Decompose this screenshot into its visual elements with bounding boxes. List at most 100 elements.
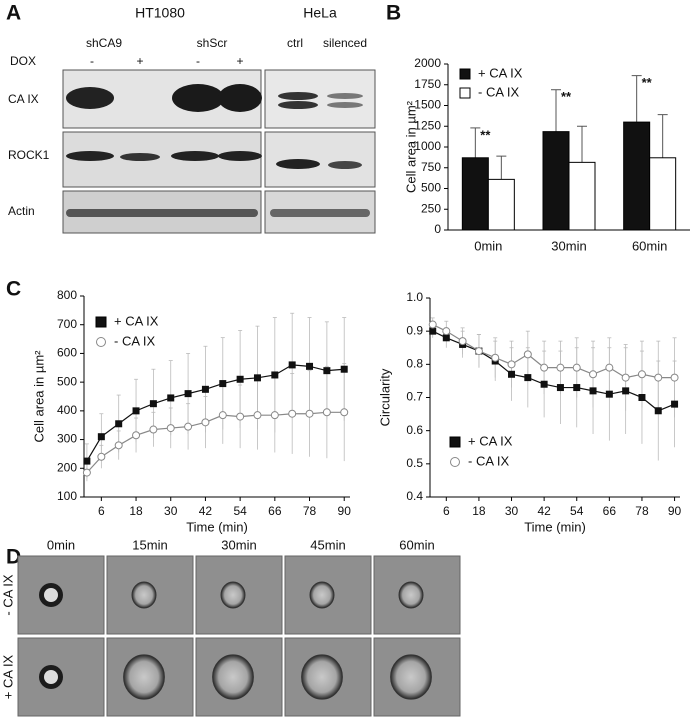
marker — [605, 363, 614, 372]
lane-label: ctrl — [287, 36, 303, 50]
panel-label: D — [6, 546, 21, 569]
marker — [589, 387, 597, 395]
marker — [149, 425, 158, 434]
series-line — [432, 330, 675, 412]
marker — [132, 431, 141, 440]
marker — [573, 384, 581, 392]
marker — [132, 407, 140, 415]
legend-marker — [449, 436, 461, 448]
marker — [218, 411, 227, 420]
bar — [623, 121, 651, 231]
lane-label: shCA9 — [86, 36, 122, 50]
marker — [605, 390, 613, 398]
y-tick-label: 400 — [57, 403, 77, 417]
marker — [621, 373, 630, 382]
row-label: + CA IX — [0, 654, 15, 699]
column-label: 60min — [399, 537, 434, 552]
marker — [201, 385, 209, 393]
bar — [461, 157, 489, 231]
marker — [322, 408, 331, 417]
marker — [114, 441, 123, 450]
marker — [166, 424, 175, 433]
x-tick-label: 90 — [338, 504, 352, 518]
marker — [236, 375, 244, 383]
marker — [589, 370, 598, 379]
marker — [219, 380, 227, 388]
series-line — [432, 323, 675, 379]
y-tick-label: 500 — [421, 181, 441, 195]
x-tick-label: 78 — [635, 504, 649, 518]
legend-label: - CA IX — [478, 84, 520, 99]
x-tick-label: 6 — [443, 504, 450, 518]
series-line — [86, 411, 345, 473]
cell — [398, 581, 424, 609]
row-label: CA IX — [8, 92, 39, 106]
y-tick-label: 1.0 — [406, 290, 423, 304]
cell — [220, 581, 246, 609]
row-label: Actin — [8, 204, 35, 218]
x-tick-label: 66 — [603, 504, 617, 518]
y-tick-label: 0.9 — [406, 323, 423, 337]
y-tick-label: 250 — [421, 201, 441, 215]
bar — [542, 131, 570, 231]
cell — [301, 654, 343, 700]
y-tick-label: 1250 — [414, 118, 441, 132]
legend-label: + CA IX — [478, 65, 523, 80]
marker — [271, 371, 279, 379]
y-tick-label: 0.5 — [406, 456, 423, 470]
legend-label: + CA IX — [114, 313, 159, 328]
cell — [212, 654, 254, 700]
x-tick-label: 30min — [551, 238, 586, 253]
marker — [288, 409, 297, 418]
cell — [131, 581, 157, 609]
marker — [556, 363, 565, 372]
column-label: 0min — [47, 537, 75, 552]
legend-marker — [459, 87, 471, 99]
blot — [62, 69, 376, 234]
x-tick-label: 0min — [474, 238, 502, 253]
legend-marker — [95, 316, 107, 328]
legend-marker — [459, 68, 471, 80]
legend-label: - CA IX — [468, 453, 510, 468]
marker — [671, 400, 679, 408]
y-tick-label: 800 — [57, 288, 77, 302]
marker — [82, 468, 91, 477]
marker — [115, 420, 123, 428]
marker — [622, 387, 630, 395]
marker — [270, 411, 279, 420]
x-tick-label: 54 — [233, 504, 247, 518]
marker — [253, 374, 261, 382]
group-label: HeLa — [303, 5, 337, 21]
marker — [540, 380, 548, 388]
marker — [340, 408, 349, 417]
legend-label: + CA IX — [468, 433, 513, 448]
dox-sign: + — [136, 54, 143, 68]
marker — [507, 360, 516, 369]
cell — [44, 670, 58, 684]
annotation: ** — [561, 89, 572, 104]
y-tick-label: 750 — [421, 160, 441, 174]
legend-label: - CA IX — [114, 333, 156, 348]
y-tick-label: 0.8 — [406, 357, 423, 371]
row-label: - CA IX — [0, 574, 15, 616]
y-tick-label: 0.7 — [406, 390, 423, 404]
marker — [540, 363, 549, 372]
marker — [654, 407, 662, 415]
marker — [149, 400, 157, 408]
marker — [508, 370, 516, 378]
marker — [201, 418, 210, 427]
bar — [568, 161, 596, 231]
marker — [97, 433, 105, 441]
marker — [654, 373, 663, 382]
marker — [167, 394, 175, 402]
marker — [524, 374, 532, 382]
marker — [184, 422, 193, 431]
marker — [340, 365, 348, 373]
x-tick-label: 18 — [129, 504, 143, 518]
y-tick-label: 1500 — [414, 98, 441, 112]
panel-label: B — [386, 2, 401, 25]
y-axis-title: Circularity — [377, 368, 392, 426]
marker — [442, 327, 451, 336]
series-line — [86, 364, 345, 462]
column-label: 45min — [310, 537, 345, 552]
